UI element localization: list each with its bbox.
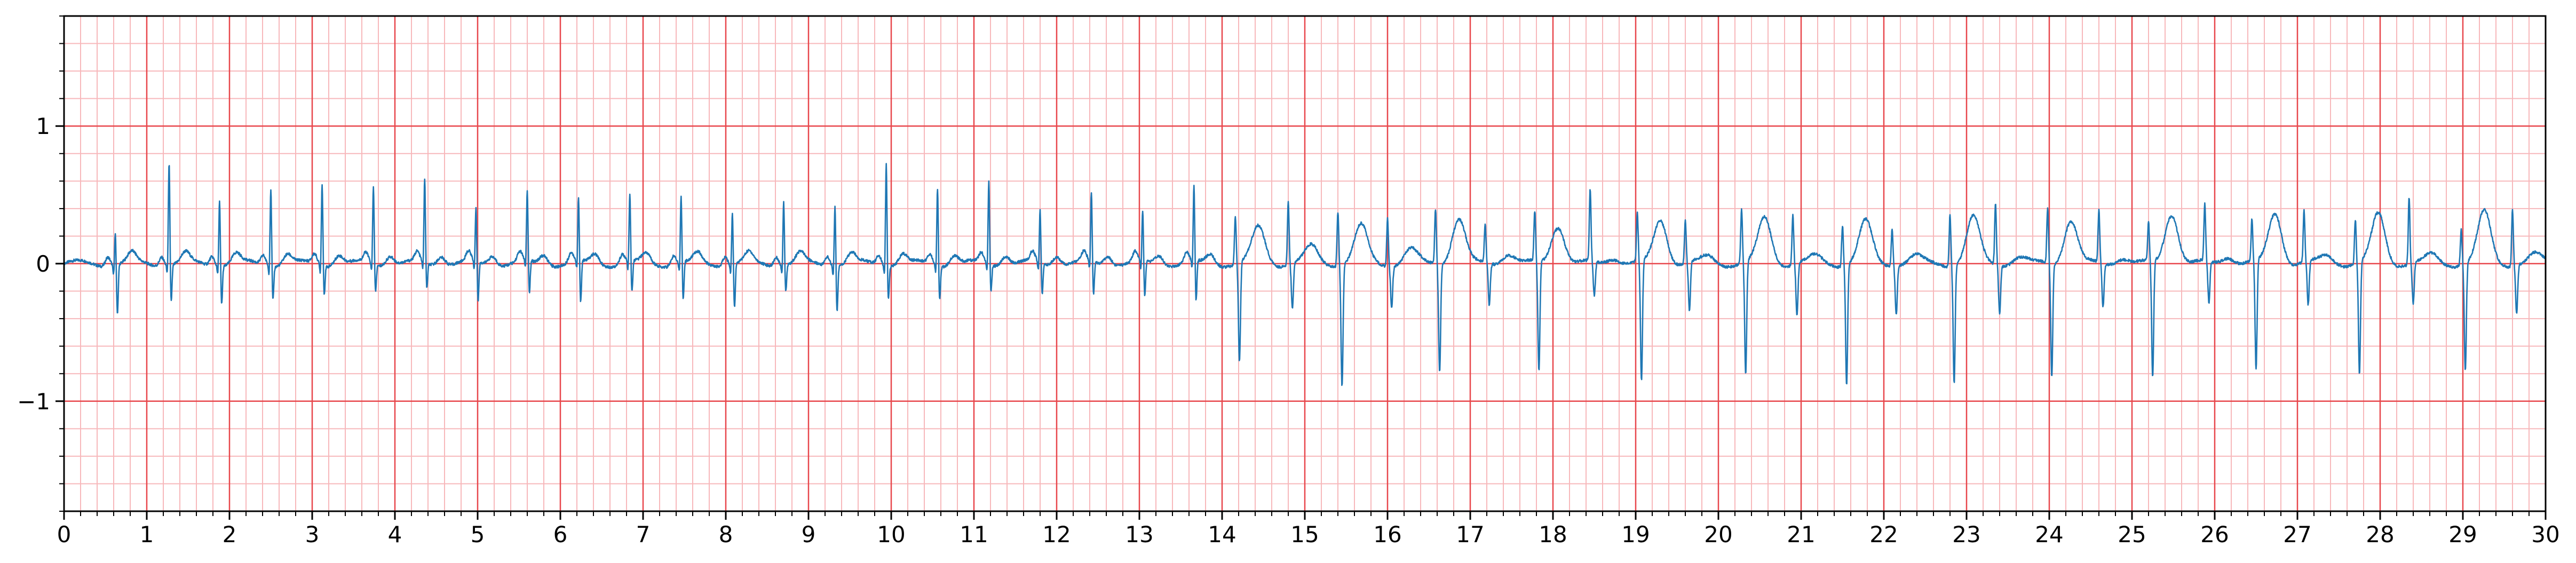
x-tick-label: 3 [305,521,320,548]
x-tick-label: 5 [471,521,485,548]
x-tick-label: 4 [388,521,402,548]
x-tick-label: 19 [1621,521,1650,548]
x-tick-label: 0 [57,521,72,548]
x-tick-label: 12 [1042,521,1071,548]
axes [56,15,2547,520]
signal-layer [63,163,2547,386]
x-tick-label: 15 [1290,521,1319,548]
x-tick-label: 16 [1373,521,1401,548]
x-tick-label: 11 [960,521,988,548]
y-tick-label: 1 [36,113,50,139]
x-tick-label: 28 [2366,521,2394,548]
y-tick-label: −1 [17,388,50,415]
x-tick-label: 6 [553,521,568,548]
x-tick-label: 24 [2035,521,2063,548]
x-tick-label: 7 [636,521,651,548]
x-tick-label: 18 [1539,521,1567,548]
x-tick-label: 21 [1787,521,1815,548]
x-tick-label: 26 [2200,521,2229,548]
x-tick-label: 30 [2531,521,2559,548]
y-tick-labels: 1 0 −1 [17,113,50,415]
x-tick-label: 14 [1208,521,1236,548]
x-tick-label: 22 [1869,521,1898,548]
ecg-signal-line [63,163,2547,386]
x-tick-label: 25 [2118,521,2146,548]
x-tick-label: 8 [719,521,733,548]
x-tick-labels: 0 1 2 3 4 5 6 7 8 9 10 11 12 13 14 15 16 17 18 19 20 21 22 23 24… [57,521,2560,548]
y-tick-label: 0 [36,251,50,277]
x-tick-label: 9 [802,521,816,548]
x-tick-label: 1 [140,521,154,548]
x-tick-label: 29 [2448,521,2477,548]
x-tick-label: 13 [1125,521,1153,548]
x-tick-label: 10 [877,521,905,548]
x-tick-label: 20 [1704,521,1732,548]
x-tick-label: 17 [1456,521,1484,548]
x-tick-label: 2 [223,521,237,548]
x-tick-label: 23 [1952,521,1980,548]
x-tick-label: 27 [2283,521,2311,548]
